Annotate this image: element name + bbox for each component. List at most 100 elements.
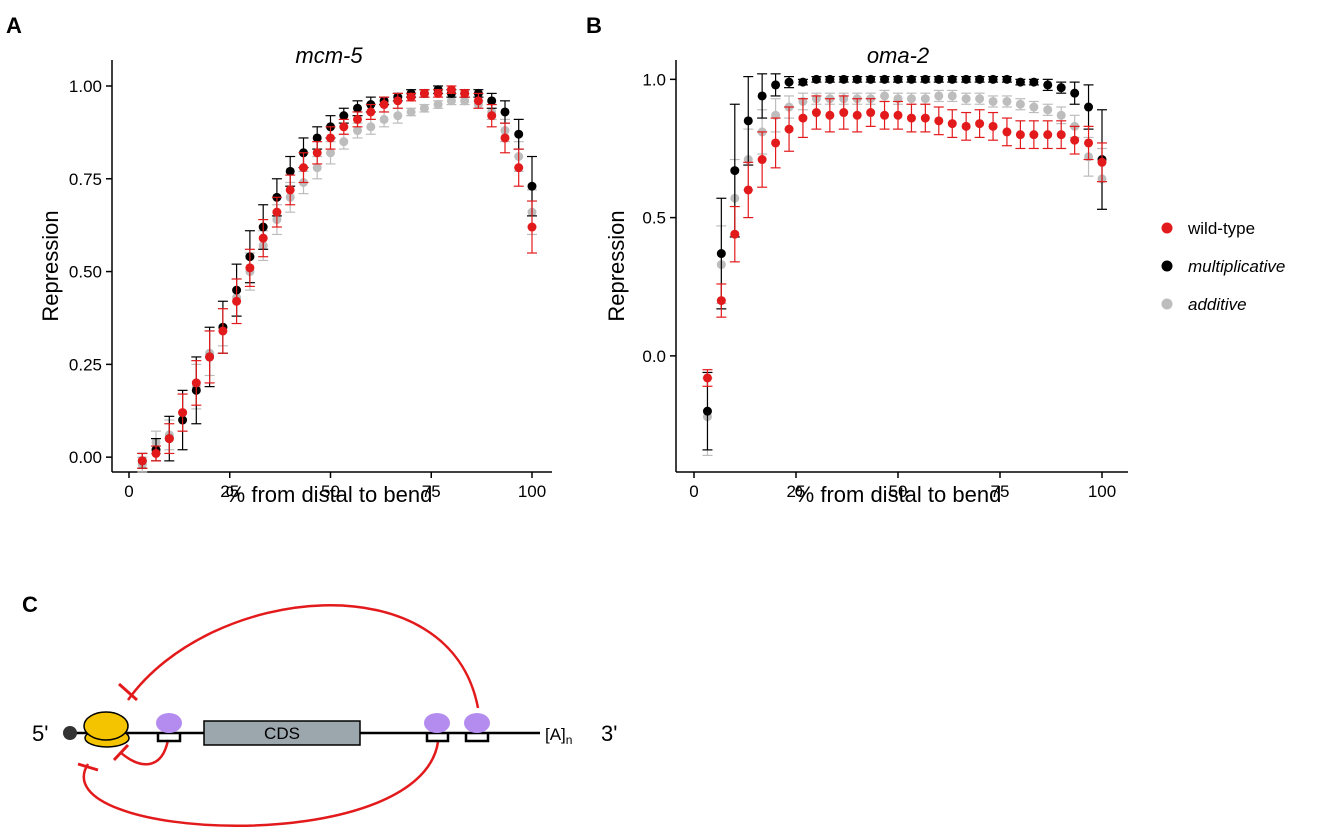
chart-mcm5: mcm-5 0.00 0.25 0.50 0.75 1.00 0 25 50 75 100 % … [38,43,552,507]
data-point [379,114,389,124]
data-point [1056,83,1066,93]
three-prime-label: 3' [601,721,617,746]
data-point [702,406,712,416]
panel-letter-c: C [22,592,38,617]
data-point [366,122,376,132]
data-point [988,121,998,131]
data-point [825,74,835,84]
data-point [500,133,510,143]
y-axis-label: Repression [604,210,629,321]
data-point [1029,77,1039,87]
y-tick-label: 0.00 [69,448,102,467]
data-point [487,96,497,106]
data-point [771,138,781,148]
data-point [730,229,740,239]
data-point [1043,130,1053,140]
data-point [433,88,443,98]
inhibition-bar-small [112,743,130,762]
data-point [716,249,726,259]
y-tick-label: 0.75 [69,170,102,189]
data-point [798,77,808,87]
rbp-5utr-icon [156,713,182,733]
data-point [353,114,363,124]
series-multiplicative [137,85,537,469]
data-point [1015,77,1025,87]
x-tick-label: 25 [220,482,239,501]
data-point [1043,105,1053,115]
x-tick-label: 100 [518,482,546,501]
series-additive [702,89,1107,457]
y-axis-label: Repression [38,210,63,321]
polya-label: [A]n [545,725,572,747]
x-tick-label: 50 [321,482,340,501]
x-tick-label: 50 [889,482,908,501]
data-point [312,133,322,143]
legend-marker [1161,260,1173,272]
polya-subscript: n [566,733,573,747]
inhibition-bar-bottom [77,762,99,772]
data-point [514,129,524,139]
data-point [961,94,971,104]
data-point [446,96,456,106]
data-point [1056,110,1066,120]
binding-site-5utr [156,733,182,743]
data-point [366,107,376,117]
panel-letter-b: B [586,13,602,38]
data-point [771,80,781,90]
data-point [934,91,944,101]
x-tick-label: 75 [991,482,1010,501]
y-ticks: 0.0 0.5 1.0 [642,70,676,366]
data-point [487,111,497,121]
data-point [285,166,295,176]
data-point [880,91,890,101]
legend-marker [1161,298,1173,310]
data-point [326,133,335,143]
data-point [353,126,363,136]
data-point [419,88,429,98]
data-point [920,94,930,104]
y-tick-label: 0.25 [69,355,102,374]
data-point [947,119,957,129]
data-point [1029,130,1039,140]
y-tick-label: 0.50 [69,263,102,282]
data-point [406,92,416,102]
data-point [312,148,322,158]
data-point [947,91,957,101]
binding-site-3utr-2 [464,733,490,743]
data-point [514,163,524,173]
data-point [975,94,985,104]
y-ticks: 0.00 0.25 0.50 0.75 1.00 [69,77,112,467]
data-point [178,408,188,418]
regulation-diagram: CDS 5' [A]n 3' [32,604,617,827]
data-point [1070,135,1080,145]
series-wild-type [702,95,1107,387]
legend-label: multiplicative [1188,257,1285,276]
data-point [839,74,849,84]
chart-title: oma-2 [867,43,929,68]
data-point [920,74,930,84]
data-point [880,110,890,120]
data-point [339,137,349,147]
y-tick-label: 0.0 [642,347,666,366]
data-point [1002,96,1012,106]
y-tick-label: 0.5 [642,209,666,228]
data-point [852,74,862,84]
data-point [312,163,322,173]
data-point [1002,74,1012,84]
data-point [798,113,808,123]
data-point [258,233,268,243]
chart-title: mcm-5 [295,43,363,68]
cds-box [203,720,361,746]
data-point [906,113,916,123]
legend-marker [1161,222,1173,234]
data-point [1097,157,1107,167]
data-point [920,113,930,123]
data-point [1015,99,1025,109]
data-point [702,373,712,383]
data-point [1002,127,1012,137]
x-tick-label: 0 [124,482,133,501]
data-point [473,96,483,106]
data-point [716,296,726,306]
data-point [730,166,740,176]
